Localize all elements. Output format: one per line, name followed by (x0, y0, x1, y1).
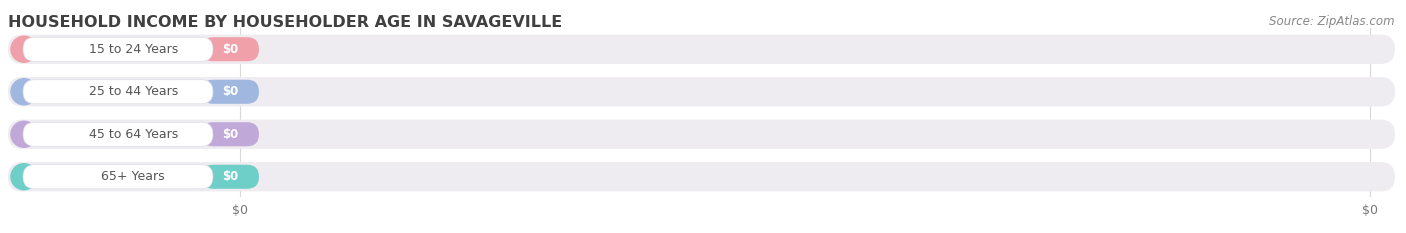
Circle shape (11, 79, 37, 105)
Circle shape (11, 36, 37, 62)
FancyBboxPatch shape (8, 162, 1395, 192)
Text: $0: $0 (222, 128, 238, 141)
FancyBboxPatch shape (201, 165, 259, 189)
Text: HOUSEHOLD INCOME BY HOUSEHOLDER AGE IN SAVAGEVILLE: HOUSEHOLD INCOME BY HOUSEHOLDER AGE IN S… (8, 15, 562, 30)
FancyBboxPatch shape (8, 77, 1395, 106)
FancyBboxPatch shape (201, 122, 259, 146)
FancyBboxPatch shape (22, 80, 212, 104)
Text: 15 to 24 Years: 15 to 24 Years (89, 43, 177, 56)
Text: $0: $0 (222, 43, 238, 56)
FancyBboxPatch shape (8, 120, 1395, 149)
FancyBboxPatch shape (201, 80, 259, 104)
Text: 65+ Years: 65+ Years (101, 170, 165, 183)
Text: $0: $0 (222, 170, 238, 183)
Text: $0: $0 (222, 85, 238, 98)
FancyBboxPatch shape (22, 37, 212, 61)
Text: $0: $0 (1362, 204, 1378, 217)
Circle shape (11, 121, 37, 147)
FancyBboxPatch shape (22, 122, 212, 146)
FancyBboxPatch shape (22, 165, 212, 189)
Circle shape (11, 164, 37, 190)
FancyBboxPatch shape (201, 37, 259, 61)
Text: 45 to 64 Years: 45 to 64 Years (89, 128, 177, 141)
Text: $0: $0 (232, 204, 247, 217)
Text: 25 to 44 Years: 25 to 44 Years (89, 85, 177, 98)
FancyBboxPatch shape (8, 34, 1395, 64)
Text: Source: ZipAtlas.com: Source: ZipAtlas.com (1270, 15, 1395, 28)
